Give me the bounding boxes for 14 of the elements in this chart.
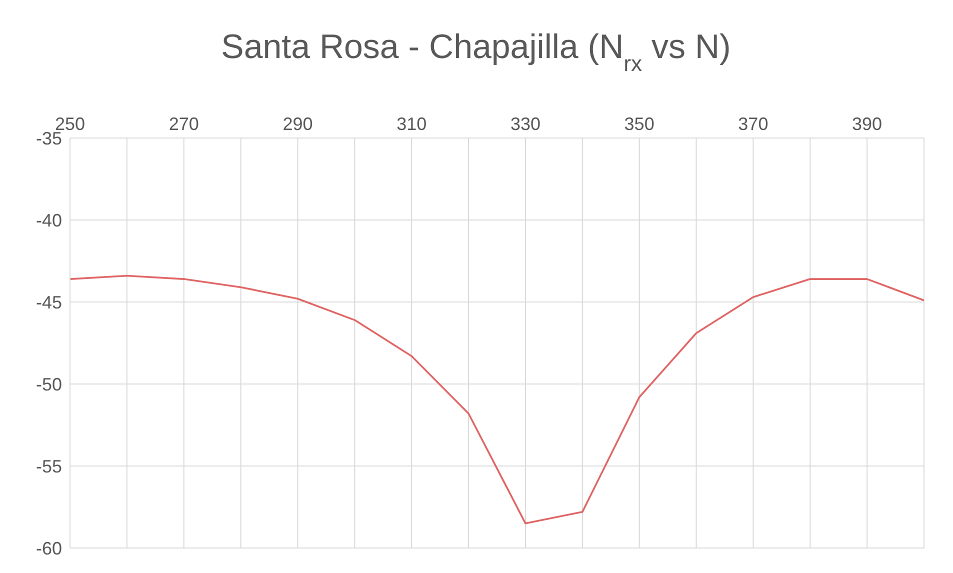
- x-tick-label: 390: [852, 114, 882, 134]
- x-tick-label: 330: [510, 114, 540, 134]
- x-tick-label: 370: [738, 114, 768, 134]
- y-tick-label: -60: [36, 538, 62, 558]
- x-tick-label: 350: [624, 114, 654, 134]
- y-tick-label: -40: [36, 210, 62, 230]
- y-tick-label: -50: [36, 374, 62, 394]
- line-series: [70, 274, 924, 524]
- y-tick-label: -55: [36, 456, 62, 476]
- x-tick-label: 290: [282, 114, 313, 134]
- chart-title: Santa Rosa - Chapajilla (N$_{rx}$ vs N): [221, 28, 731, 76]
- x-tick-label: 310: [396, 114, 427, 134]
- y-tick-label: -45: [36, 292, 62, 312]
- x-tick-label: 270: [168, 114, 199, 134]
